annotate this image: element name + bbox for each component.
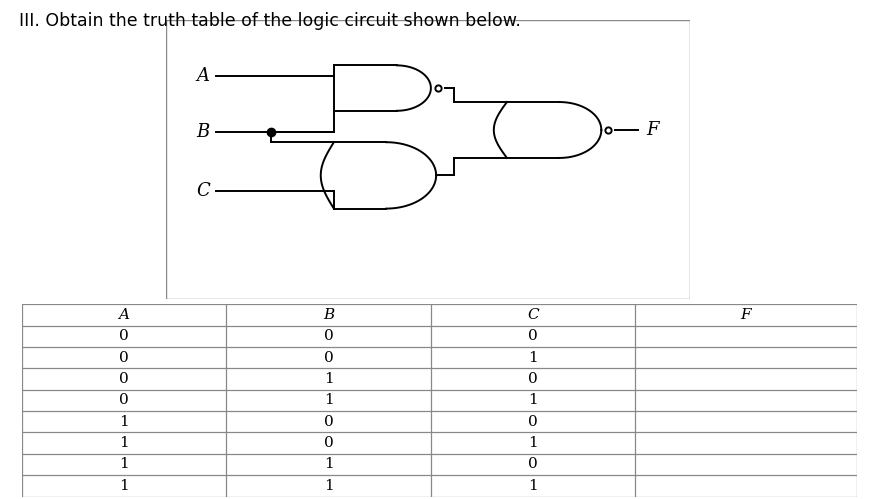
Text: 0: 0 — [528, 329, 538, 343]
Text: 0: 0 — [323, 415, 334, 429]
Text: 1: 1 — [323, 393, 334, 408]
Text: 0: 0 — [528, 458, 538, 472]
Text: 1: 1 — [323, 372, 334, 386]
Text: 1: 1 — [528, 393, 538, 408]
Text: 1: 1 — [323, 458, 334, 472]
Text: 0: 0 — [119, 329, 129, 343]
Text: 1: 1 — [528, 479, 538, 493]
Text: 1: 1 — [119, 458, 129, 472]
Text: 1: 1 — [323, 479, 334, 493]
Text: 0: 0 — [119, 372, 129, 386]
Text: 0: 0 — [528, 415, 538, 429]
Text: 1: 1 — [119, 479, 129, 493]
Text: 1: 1 — [528, 436, 538, 450]
Text: 0: 0 — [528, 372, 538, 386]
Text: C: C — [196, 182, 210, 200]
Text: 0: 0 — [323, 329, 334, 343]
Text: 1: 1 — [119, 415, 129, 429]
Text: 0: 0 — [119, 393, 129, 408]
Text: C: C — [527, 308, 539, 322]
Text: A: A — [119, 308, 129, 322]
Text: A: A — [197, 67, 209, 85]
Text: 1: 1 — [528, 351, 538, 365]
Text: B: B — [196, 123, 210, 141]
Text: F: F — [740, 308, 752, 322]
Text: 0: 0 — [323, 351, 334, 365]
Text: 0: 0 — [323, 436, 334, 450]
Text: III. Obtain the truth table of the logic circuit shown below.: III. Obtain the truth table of the logic… — [19, 12, 521, 30]
Text: B: B — [323, 308, 334, 322]
Text: 1: 1 — [119, 436, 129, 450]
Text: F: F — [646, 121, 658, 139]
Text: 0: 0 — [119, 351, 129, 365]
